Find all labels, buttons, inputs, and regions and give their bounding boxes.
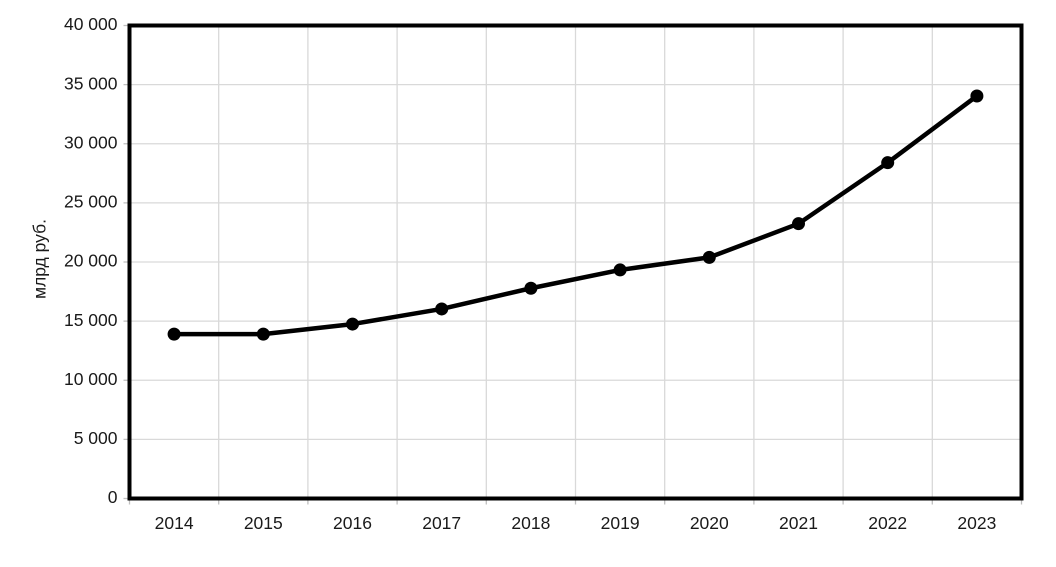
y-axis-title: млрд руб. <box>30 219 50 299</box>
x-tick-label: 2019 <box>601 513 640 533</box>
data-point-marker <box>613 263 627 277</box>
x-tick-label: 2015 <box>244 513 283 533</box>
y-tick-label: 35 000 <box>64 73 118 93</box>
x-tick-label: 2017 <box>422 513 461 533</box>
x-tick-label: 2014 <box>155 513 194 533</box>
plot-border <box>127 23 1024 501</box>
gridlines <box>129 25 1022 499</box>
x-tick-label: 2020 <box>690 513 729 533</box>
plot-area-border <box>127 23 1024 501</box>
x-tick-label: 2022 <box>868 513 907 533</box>
y-tick-label: 20 000 <box>64 251 118 271</box>
data-point-marker <box>792 217 805 231</box>
data-series <box>167 89 984 341</box>
data-point-marker <box>702 250 716 264</box>
y-tick-label: 25 000 <box>64 192 118 212</box>
x-tick-label: 2016 <box>333 513 372 533</box>
data-point-marker <box>524 281 538 295</box>
data-point-marker <box>167 327 181 341</box>
axis-labels: 0 5 000 10 000 15 000 20 000 25 000 30 000 35 0… <box>64 14 996 533</box>
y-tick-label: 0 <box>108 487 118 507</box>
y-tick-label: 5 000 <box>74 428 118 448</box>
x-tick-label: 2018 <box>511 513 550 533</box>
y-tick-label: 30 000 <box>64 132 118 152</box>
data-point-marker <box>435 302 449 316</box>
data-point-marker <box>346 317 359 331</box>
y-tick-label: 40 000 <box>64 14 118 34</box>
series-line <box>171 93 980 337</box>
data-point-marker <box>881 156 895 170</box>
x-tick-label: 2023 <box>957 513 996 533</box>
x-tick-label: 2021 <box>779 513 818 533</box>
axis-ticks <box>123 24 1023 505</box>
data-point-marker <box>970 89 984 103</box>
y-tick-label: 15 000 <box>64 310 118 330</box>
y-tick-label: 10 000 <box>64 369 118 389</box>
data-point-marker <box>256 327 270 341</box>
